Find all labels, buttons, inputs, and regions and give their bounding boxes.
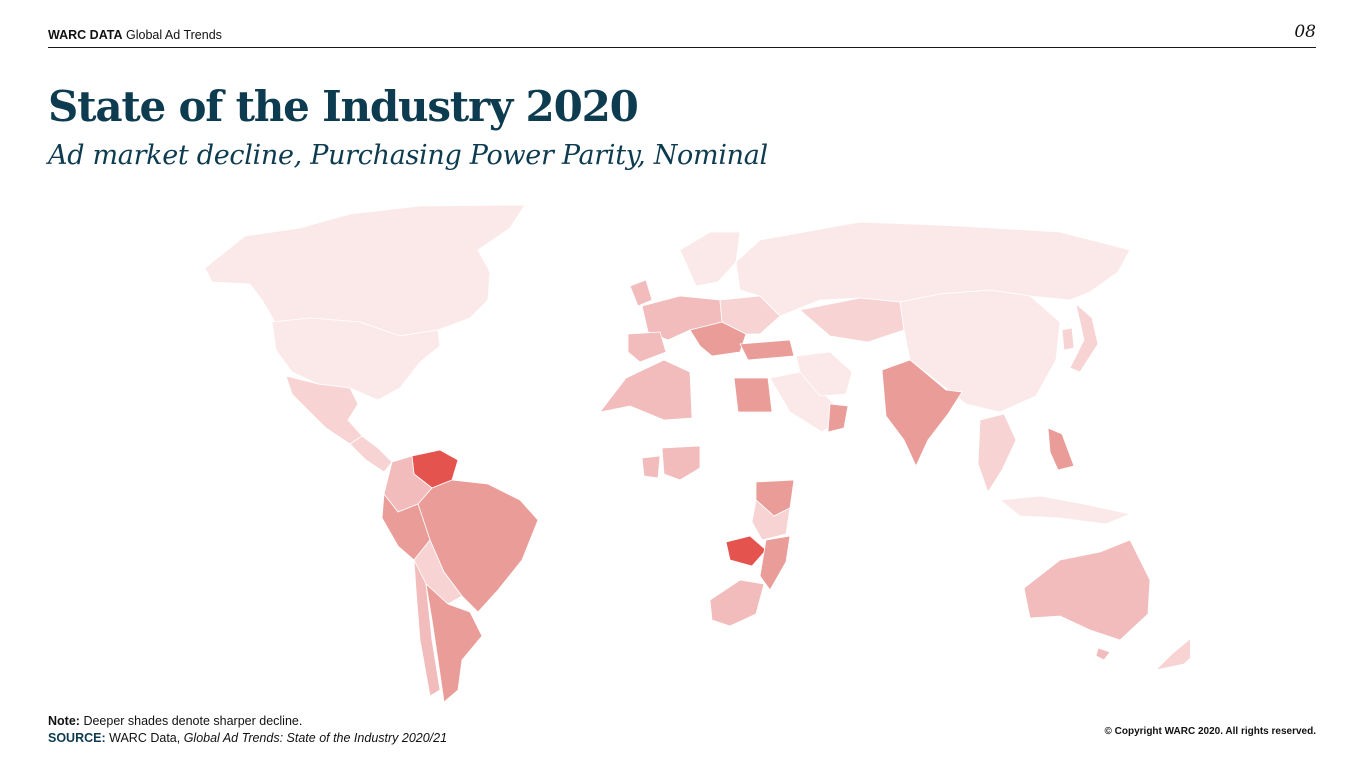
region-central-america bbox=[349, 435, 393, 473]
note-text: Deeper shades denote sharper decline. bbox=[83, 714, 303, 728]
region-australia bbox=[1023, 539, 1151, 641]
region-southeast-asia bbox=[977, 413, 1017, 493]
region-north-africa bbox=[599, 359, 693, 421]
region-scandinavia bbox=[679, 231, 741, 287]
region-southern-africa bbox=[709, 579, 765, 627]
page-subtitle: Ad market decline, Purchasing Power Pari… bbox=[48, 140, 768, 171]
region-chile bbox=[413, 559, 441, 697]
region-tasmania bbox=[1095, 647, 1111, 661]
note-source-block: Note: Deeper shades denote sharper decli… bbox=[48, 713, 447, 747]
region-iran bbox=[795, 351, 853, 397]
region-korea bbox=[1061, 327, 1075, 351]
region-zambia bbox=[725, 535, 767, 567]
note-line: Note: Deeper shades denote sharper decli… bbox=[48, 713, 447, 730]
region-nigeria bbox=[661, 445, 701, 481]
region-egypt bbox=[733, 377, 773, 413]
region-uk-ireland bbox=[629, 279, 653, 307]
region-philippines bbox=[1047, 427, 1075, 471]
region-mozambique bbox=[759, 535, 791, 591]
region-turkey bbox=[739, 339, 795, 361]
region-united-states bbox=[271, 317, 441, 401]
region-west-africa bbox=[641, 455, 661, 479]
copyright: © Copyright WARC 2020. All rights reserv… bbox=[1104, 726, 1317, 737]
region-indonesia bbox=[998, 495, 1132, 525]
page-title: State of the Industry 2020 bbox=[48, 82, 639, 131]
brand-rest: Global Ad Trends bbox=[126, 28, 222, 42]
region-new-zealand bbox=[1154, 638, 1190, 671]
brand: WARC DATA Global Ad Trends bbox=[48, 28, 222, 42]
region-gulf-states bbox=[827, 403, 849, 433]
region-kenya-tanzania bbox=[751, 499, 791, 541]
region-central-asia bbox=[799, 297, 905, 343]
region-japan bbox=[1069, 302, 1099, 373]
brand-bold: WARC DATA bbox=[48, 28, 123, 42]
source-title: Global Ad Trends: State of the Industry … bbox=[183, 731, 448, 745]
region-india bbox=[881, 359, 963, 467]
region-iberia bbox=[627, 331, 667, 363]
region-canada-greenland bbox=[204, 204, 526, 337]
source-label: SOURCE: bbox=[48, 731, 106, 745]
page-number: 08 bbox=[1294, 22, 1316, 42]
source-text: WARC Data, bbox=[109, 731, 181, 745]
note-label: Note: bbox=[48, 714, 80, 728]
page-header: WARC DATA Global Ad Trends 08 bbox=[48, 22, 1316, 48]
source-line: SOURCE: WARC Data, Global Ad Trends: Sta… bbox=[48, 730, 447, 747]
region-argentina bbox=[425, 582, 483, 703]
world-map bbox=[204, 204, 1190, 703]
